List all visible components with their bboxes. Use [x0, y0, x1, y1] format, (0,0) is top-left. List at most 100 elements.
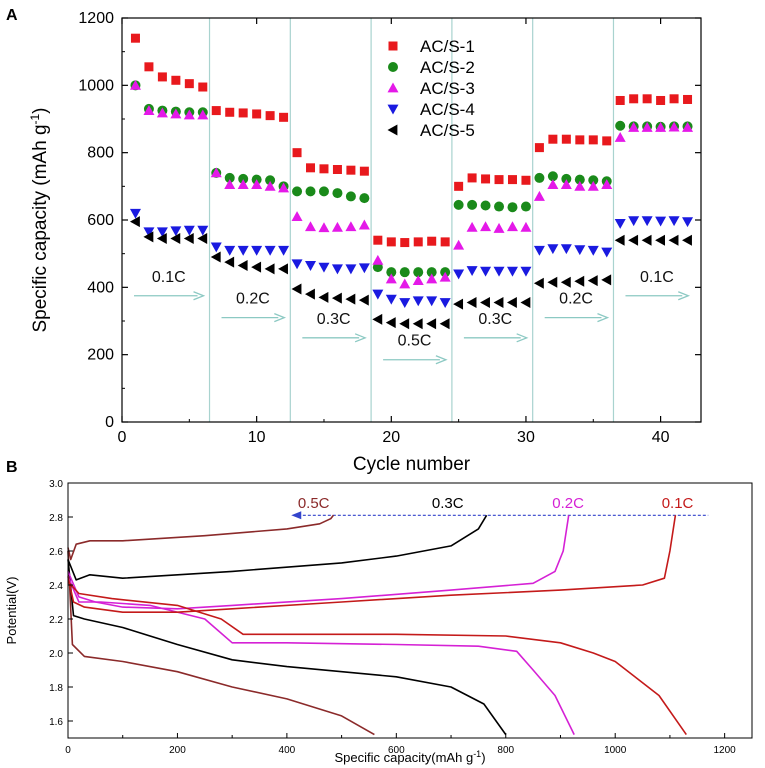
rate-annotations: 0.1C 0.2C 0.3C 0.5C 0.3C 0.2C 0.1C: [134, 269, 691, 365]
data-point: [265, 175, 276, 186]
x-tick-label: 400: [279, 745, 296, 756]
data-point: [399, 267, 410, 278]
data-point: [372, 254, 384, 265]
data-point: [318, 222, 330, 233]
data-point: [439, 298, 451, 308]
data-point: [197, 225, 209, 236]
panel-b-frame: [67, 482, 753, 739]
discharge-curve: [67, 581, 687, 736]
rate-label: 0.3C: [317, 311, 351, 328]
data-point: [143, 227, 155, 238]
data-point: [520, 221, 532, 232]
data-point: [520, 201, 531, 212]
curve-02C: [67, 515, 575, 735]
x-tick-label: 0: [65, 745, 71, 756]
series-ac-s-5: [129, 216, 692, 330]
data-point: [251, 261, 262, 273]
data-point: [318, 186, 329, 197]
data-point: [156, 227, 168, 238]
data-point: [655, 216, 667, 227]
y-tick-label: 2.4: [49, 581, 63, 592]
data-point: [224, 172, 235, 183]
data-point: [278, 263, 288, 275]
rate-boundary-lines: [208, 18, 615, 422]
data-point: [198, 82, 208, 92]
data-point: [506, 266, 518, 277]
data-point: [561, 173, 572, 184]
data-point: [560, 244, 572, 255]
data-point: [602, 136, 612, 146]
data-point: [359, 166, 369, 176]
data-point: [278, 245, 290, 256]
data-point: [494, 175, 504, 185]
data-point: [291, 283, 302, 295]
data-point: [400, 238, 410, 248]
data-point: [278, 182, 290, 193]
y-tick-label: 200: [87, 347, 114, 364]
data-point: [345, 293, 356, 305]
data-point: [506, 221, 518, 232]
rate-arrow-head: [435, 355, 448, 365]
data-point: [305, 288, 315, 300]
curve-label-01C: 0.1C: [662, 495, 694, 512]
panel-a-series: [129, 33, 694, 330]
data-point: [211, 106, 221, 116]
data-point: [587, 275, 598, 287]
rate-arrow-head: [516, 333, 529, 343]
data-point: [453, 199, 464, 210]
data-point: [144, 62, 154, 72]
data-point: [251, 245, 263, 256]
x-tick-label: 1200: [714, 745, 737, 756]
data-point: [386, 237, 396, 247]
data-point: [426, 318, 437, 330]
data-point: [669, 94, 679, 104]
data-point: [237, 259, 248, 271]
data-point: [641, 234, 652, 246]
data-point: [587, 180, 599, 191]
curve-05C: [67, 514, 375, 736]
data-point: [614, 132, 626, 142]
data-point: [534, 172, 545, 183]
data-point: [574, 180, 586, 191]
y-tick-label: 400: [87, 279, 114, 296]
data-point: [493, 266, 505, 277]
data-point: [574, 245, 586, 256]
data-point: [440, 237, 450, 247]
data-point: [413, 267, 424, 278]
legend-marker: [387, 124, 398, 136]
data-point: [453, 239, 465, 250]
data-point: [560, 179, 572, 190]
rate-arrow-head: [193, 291, 206, 301]
data-point: [345, 191, 356, 202]
discharge-curve: [67, 576, 575, 735]
charge-curve: [67, 515, 677, 614]
data-point: [385, 294, 397, 305]
data-point: [306, 163, 316, 173]
data-point: [480, 266, 492, 277]
data-point: [426, 273, 438, 284]
data-point: [668, 216, 680, 227]
x-tick-label: 30: [517, 429, 535, 446]
data-point: [129, 216, 140, 228]
panel-a-frame: [121, 17, 702, 423]
panel-b-ticks: 0 200 400 600 800 1000 1200 1.6 1.8 2.0 2.2 2.4 2.6 2…: [49, 479, 736, 756]
data-point: [547, 276, 558, 288]
data-point: [466, 266, 478, 276]
data-point: [237, 245, 249, 256]
legend-marker: [388, 62, 398, 72]
panel-b-letter: B: [6, 459, 18, 476]
data-point: [197, 233, 208, 245]
panel-b-series: [67, 514, 687, 736]
data-point: [467, 173, 477, 183]
rate-label: 0.2C: [559, 291, 593, 308]
data-point: [668, 234, 679, 246]
legend-marker: [388, 41, 398, 51]
data-point: [225, 107, 235, 117]
data-point: [480, 200, 491, 211]
data-point: [143, 105, 155, 115]
data-point: [453, 269, 465, 280]
data-point: [156, 233, 167, 245]
y-tick-label: 1.6: [49, 717, 63, 728]
data-point: [385, 317, 396, 329]
y-tick-label: 3.0: [49, 479, 63, 490]
